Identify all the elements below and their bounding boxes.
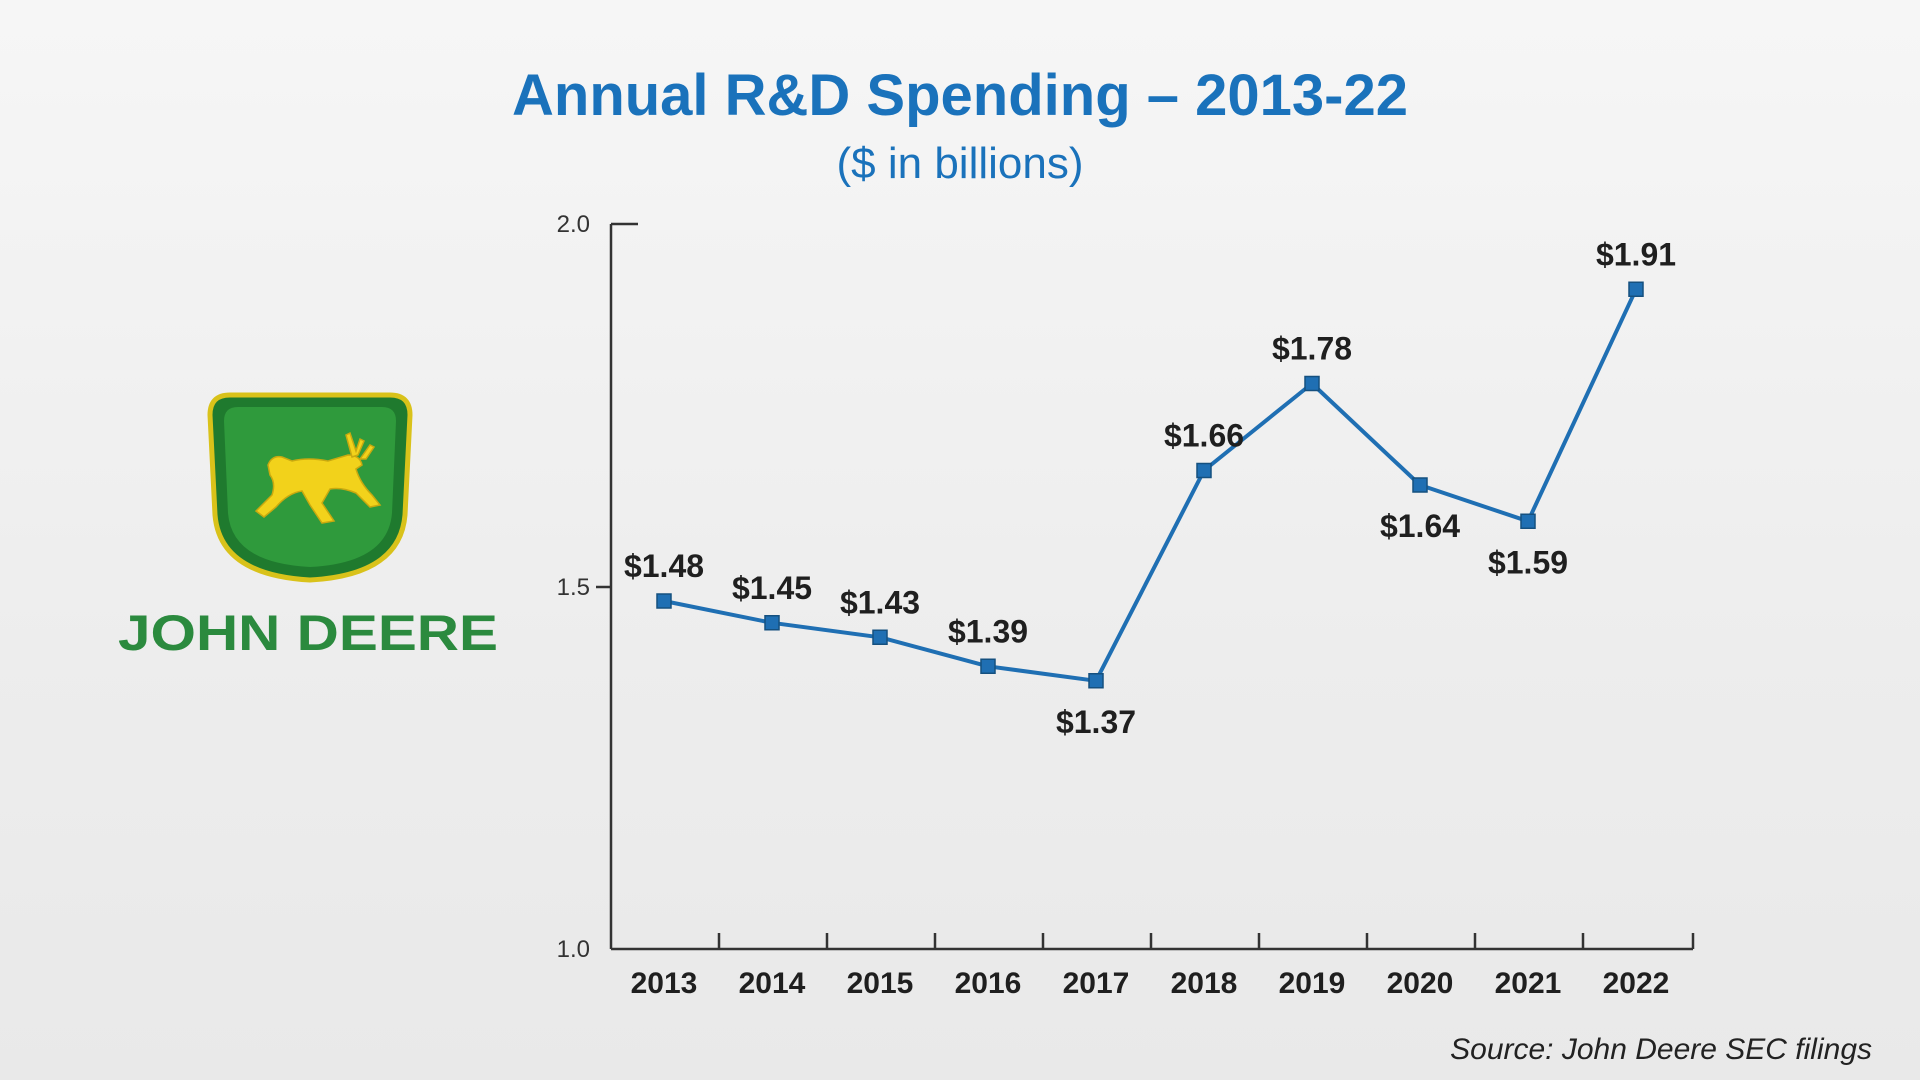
data-label: $1.37 — [1056, 704, 1136, 740]
data-point-marker — [764, 615, 780, 631]
chart-title: Annual R&D Spending – 2013-22 — [512, 63, 1408, 128]
data-label: $1.78 — [1272, 331, 1352, 367]
x-labels: 2013 2014 2015 2016 2017 2018 2019 2020 2021 2022 — [631, 967, 1670, 1000]
y-tick-label-1-5: 1.5 — [557, 574, 590, 601]
x-tick-label: 2018 — [1171, 967, 1238, 1000]
x-tick-label: 2021 — [1495, 967, 1562, 1000]
data-label: $1.64 — [1380, 508, 1460, 544]
data-label: $1.91 — [1596, 236, 1676, 272]
data-label: $1.43 — [840, 584, 920, 620]
data-point-marker — [1304, 375, 1320, 392]
data-point-marker — [656, 593, 672, 609]
data-point-marker — [872, 629, 888, 645]
data-labels: $1.48 $1.45 $1.43 $1.39 $1.37 $1.66 $1.78 $1.64… — [624, 236, 1676, 740]
y-tick-label-1-0: 1.0 — [557, 936, 590, 963]
data-point-marker — [1088, 673, 1104, 689]
data-label: $1.45 — [732, 570, 812, 606]
x-tick-label: 2019 — [1279, 967, 1346, 1000]
data-point-marker — [1520, 513, 1536, 529]
brand-wordmark: JOHN DEERE — [118, 605, 498, 661]
x-tick-label: 2016 — [955, 967, 1022, 1000]
x-tick-label: 2017 — [1063, 967, 1130, 1000]
data-label: $1.59 — [1488, 544, 1568, 580]
data-point-marker — [1628, 281, 1644, 297]
x-ticks — [717, 933, 1695, 949]
x-tick-label: 2015 — [847, 967, 914, 1000]
x-tick-label: 2020 — [1387, 967, 1454, 1000]
leaping-deer-logo — [207, 392, 413, 583]
data-point-marker — [1196, 462, 1212, 479]
series-line — [663, 288, 1638, 683]
source-note: Source: John Deere SEC filings — [1450, 1033, 1872, 1066]
data-label: $1.48 — [624, 548, 704, 584]
x-tick-label: 2022 — [1603, 967, 1670, 1000]
chart-subtitle: ($ in billions) — [837, 139, 1084, 188]
x-tick-label: 2014 — [739, 967, 806, 1000]
y-tick-label-2-0: 2.0 — [557, 211, 590, 238]
data-point-marker — [980, 658, 996, 674]
data-point-marker — [1412, 477, 1428, 493]
markers — [656, 281, 1644, 689]
data-label: $1.66 — [1164, 418, 1244, 454]
x-tick-label: 2013 — [631, 967, 698, 1000]
data-label: $1.39 — [948, 613, 1028, 649]
